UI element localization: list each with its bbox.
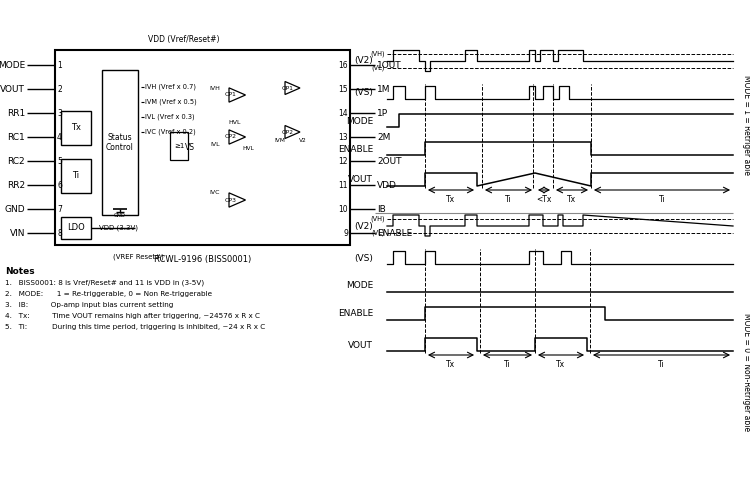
Text: 11: 11	[338, 180, 348, 190]
Text: GND: GND	[114, 213, 126, 218]
Text: HVL: HVL	[242, 146, 254, 152]
Bar	[61, 159, 91, 193]
Text: 8: 8	[57, 228, 62, 237]
Text: IVL (Vref x 0.3): IVL (Vref x 0.3)	[145, 114, 195, 120]
Text: RR1: RR1	[7, 108, 25, 118]
Text: Tx: Tx	[556, 360, 566, 369]
Text: CP2: CP2	[225, 134, 237, 140]
Text: 2OUT: 2OUT	[377, 156, 401, 166]
Text: IVL: IVL	[210, 142, 220, 146]
Text: 1M: 1M	[377, 84, 391, 94]
Text: (VS): (VS)	[354, 88, 373, 98]
Bar	[55, 50, 350, 245]
Text: OP2: OP2	[282, 130, 294, 134]
Text: RC2: RC2	[8, 156, 25, 166]
Text: VOUT: VOUT	[348, 176, 373, 184]
Text: MODE: MODE	[346, 116, 373, 126]
Text: IVM (Vref x 0.5): IVM (Vref x 0.5)	[145, 99, 196, 105]
Text: CP1: CP1	[225, 92, 237, 98]
Text: IB: IB	[377, 204, 386, 214]
Text: ENABLE: ENABLE	[338, 144, 373, 154]
Text: 3.   IB:          Op-amp input bias current setting: 3. IB: Op-amp input bias current setting	[5, 302, 173, 308]
Text: Tx: Tx	[446, 360, 455, 369]
Text: ≥1: ≥1	[174, 143, 184, 149]
Text: 4: 4	[57, 132, 62, 141]
Text: RC1: RC1	[8, 132, 25, 141]
Text: ENABLE: ENABLE	[377, 228, 412, 237]
Text: OP1: OP1	[282, 86, 294, 90]
Text: (VH): (VH)	[370, 216, 385, 222]
Text: RR2: RR2	[7, 180, 25, 190]
Text: (V2): (V2)	[354, 56, 373, 66]
Bar	[61, 217, 91, 239]
Text: (VL): (VL)	[372, 230, 385, 236]
Text: 5.   Ti:           During this time period, triggering is inhibited, ~24 x R x C: 5. Ti: During this time period, triggeri…	[5, 324, 266, 330]
Text: IVH (Vref x 0.7): IVH (Vref x 0.7)	[145, 84, 196, 90]
Text: VS: VS	[185, 144, 195, 152]
Text: 2M: 2M	[377, 132, 390, 141]
Bar	[170, 132, 188, 160]
Text: 1.   BISS0001: 8 is Vref/Reset# and 11 is VDD in (3-5V): 1. BISS0001: 8 is Vref/Reset# and 11 is …	[5, 280, 204, 286]
Text: 1P: 1P	[377, 108, 388, 118]
Text: <Tx: <Tx	[536, 195, 552, 204]
Text: (V2): (V2)	[354, 222, 373, 230]
Text: MODE: MODE	[0, 60, 25, 70]
Text: Tx: Tx	[568, 195, 577, 204]
Text: 16: 16	[338, 60, 348, 70]
Text: 9: 9	[343, 228, 348, 237]
Text: Ti: Ti	[504, 360, 511, 369]
Text: 4.   Tx:          Time VOUT remains high after triggering, ~24576 x R x C: 4. Tx: Time VOUT remains high after trig…	[5, 313, 260, 319]
Text: VOUT: VOUT	[0, 84, 25, 94]
Text: 2.   MODE:      1 = Re-triggerable, 0 = Non Re-triggerable: 2. MODE: 1 = Re-triggerable, 0 = Non Re-…	[5, 291, 212, 297]
Text: 3: 3	[57, 108, 62, 118]
Text: Ti: Ti	[658, 195, 665, 204]
Text: IVH: IVH	[209, 86, 220, 90]
Text: 7: 7	[57, 204, 62, 214]
Text: 6: 6	[57, 180, 62, 190]
Text: 5: 5	[57, 156, 62, 166]
Text: 1OUT: 1OUT	[377, 60, 402, 70]
Text: Tx: Tx	[446, 195, 455, 204]
Text: (VREF Reset#): (VREF Reset#)	[113, 253, 164, 260]
Text: 1: 1	[57, 60, 62, 70]
Text: (VL): (VL)	[372, 64, 385, 71]
Text: Status
Control: Status Control	[106, 133, 134, 152]
Text: 13: 13	[338, 132, 348, 141]
Text: Ti: Ti	[506, 195, 512, 204]
Text: IVC (Vref x 0.2): IVC (Vref x 0.2)	[145, 128, 196, 135]
Text: VOUT: VOUT	[348, 340, 373, 349]
Text: (VS): (VS)	[354, 254, 373, 262]
Text: Notes: Notes	[5, 267, 34, 276]
Text: MODE = 1 = Retriger able: MODE = 1 = Retriger able	[742, 75, 750, 175]
Text: ―VDD (3.3V): ―VDD (3.3V)	[92, 225, 138, 231]
Bar	[102, 70, 138, 215]
Text: MODE: MODE	[346, 282, 373, 290]
Text: 2: 2	[57, 84, 62, 94]
Text: Tx: Tx	[71, 124, 81, 132]
Text: HVL: HVL	[229, 120, 242, 124]
Text: 14: 14	[338, 108, 348, 118]
Text: CP3: CP3	[225, 198, 237, 202]
Text: ENABLE: ENABLE	[338, 310, 373, 318]
Text: 10: 10	[338, 204, 348, 214]
Text: IVC: IVC	[209, 190, 220, 196]
Bar	[61, 111, 91, 145]
Text: LDO: LDO	[68, 224, 85, 232]
Text: MODE = 0 = Non-Retriger able: MODE = 0 = Non-Retriger able	[742, 313, 750, 431]
Text: GND: GND	[4, 204, 25, 214]
Text: 12: 12	[338, 156, 348, 166]
Text: Ti: Ti	[73, 172, 80, 180]
Text: IVM: IVM	[274, 138, 286, 143]
Text: RCWL-9196 (BISS0001): RCWL-9196 (BISS0001)	[154, 255, 251, 264]
Text: VIN: VIN	[10, 228, 25, 237]
Text: VDD: VDD	[377, 180, 397, 190]
Text: Ti: Ti	[658, 360, 664, 369]
Text: (VH): (VH)	[370, 51, 385, 57]
Text: VDD (Vref/Reset#): VDD (Vref/Reset#)	[148, 35, 220, 44]
Text: 15: 15	[338, 84, 348, 94]
Text: V2: V2	[299, 138, 307, 143]
